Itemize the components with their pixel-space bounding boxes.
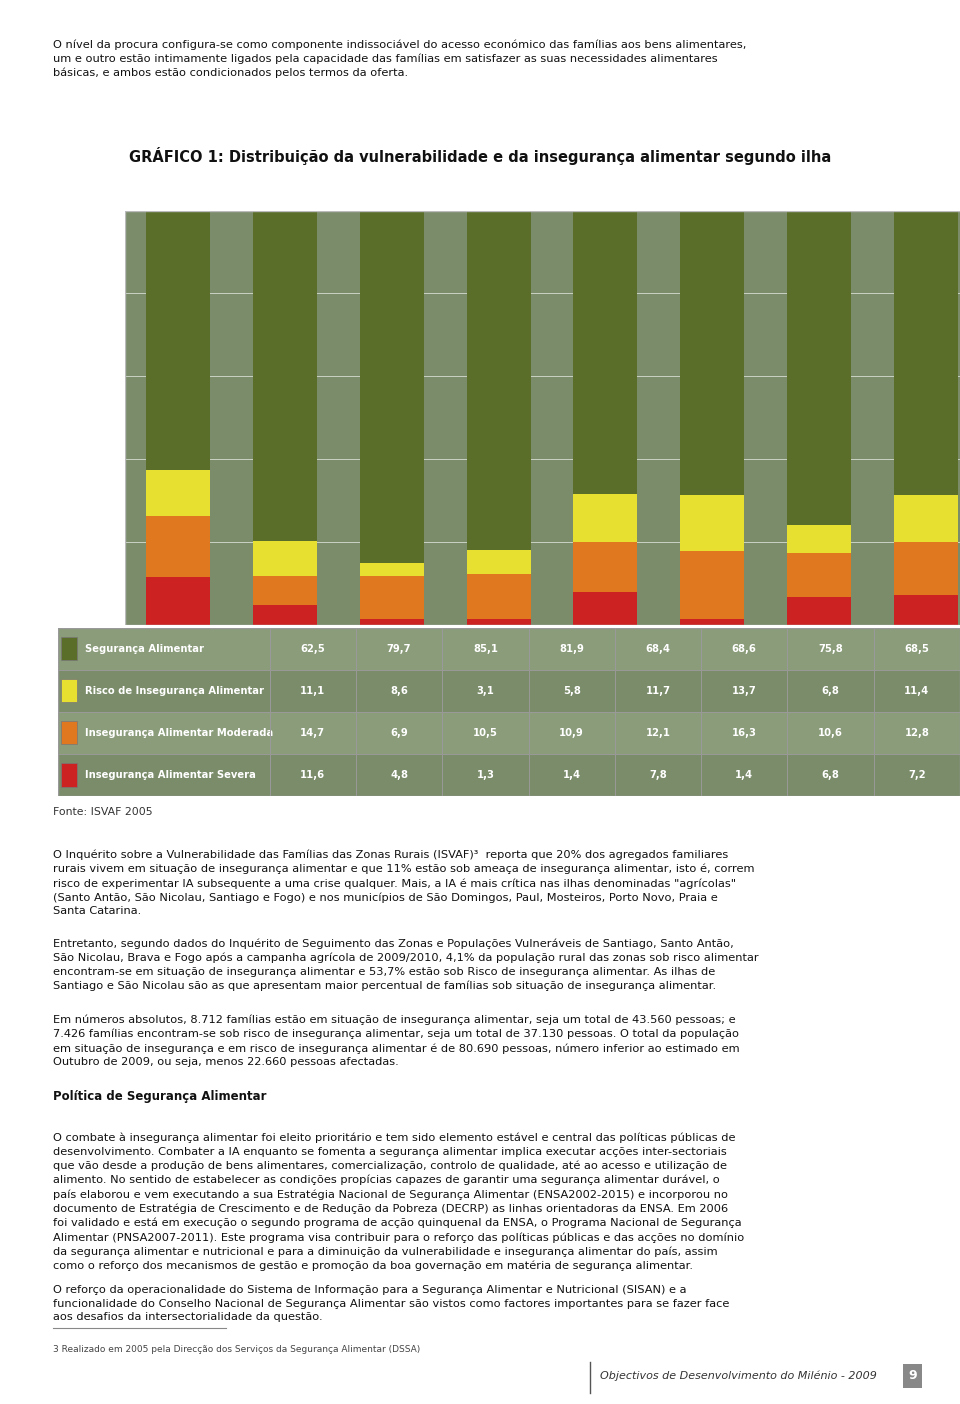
Text: Insegurança Alimentar Moderada: Insegurança Alimentar Moderada — [84, 727, 273, 739]
Text: 10,5: 10,5 — [473, 727, 498, 739]
Bar — [58, 754, 960, 796]
Bar — [787, 597, 852, 625]
Text: Insegurança Alimentar Severa: Insegurança Alimentar Severa — [84, 769, 255, 781]
Text: 14,7: 14,7 — [300, 727, 325, 739]
Text: O nível da procura configura-se como componente indissociável do acesso económic: O nível da procura configura-se como com… — [53, 39, 746, 79]
Text: 10,9: 10,9 — [560, 727, 584, 739]
Bar — [253, 211, 317, 541]
Text: 8,6: 8,6 — [390, 685, 408, 696]
Bar — [467, 211, 531, 550]
Text: 1,4: 1,4 — [563, 769, 581, 781]
Bar — [58, 670, 960, 712]
Text: 11,4: 11,4 — [904, 685, 929, 696]
Bar — [894, 542, 958, 595]
Text: 3 Realizado em 2005 pela Direcção dos Serviços da Segurança Alimentar (DSSA): 3 Realizado em 2005 pela Direcção dos Se… — [53, 1345, 420, 1353]
Bar — [681, 211, 744, 494]
Text: 68,4: 68,4 — [645, 643, 670, 654]
Text: 12,1: 12,1 — [645, 727, 670, 739]
Text: 9: 9 — [908, 1369, 917, 1383]
Text: 1,3: 1,3 — [476, 769, 494, 781]
Bar — [894, 211, 958, 494]
Text: 6,9: 6,9 — [390, 727, 408, 739]
Text: 85,1: 85,1 — [473, 643, 498, 654]
Text: 62,5: 62,5 — [300, 643, 325, 654]
Bar — [58, 712, 960, 754]
Bar — [360, 576, 423, 619]
Bar — [573, 211, 637, 494]
Bar — [894, 494, 958, 542]
Bar — [146, 515, 210, 577]
Bar — [467, 550, 531, 574]
Text: 7,2: 7,2 — [908, 769, 925, 781]
Bar — [467, 574, 531, 619]
Bar — [787, 553, 852, 597]
Bar — [58, 628, 960, 670]
Text: 11,1: 11,1 — [300, 685, 325, 696]
Text: 5,8: 5,8 — [563, 685, 581, 696]
Text: 16,3: 16,3 — [732, 727, 756, 739]
Text: 12,8: 12,8 — [904, 727, 929, 739]
Text: Risco de Insegurança Alimentar: Risco de Insegurança Alimentar — [84, 685, 264, 696]
Text: 1,4: 1,4 — [735, 769, 754, 781]
Text: 68,6: 68,6 — [732, 643, 756, 654]
Text: 79,7: 79,7 — [387, 643, 411, 654]
Text: Política de Segurança Alimentar: Política de Segurança Alimentar — [53, 1091, 266, 1104]
Text: 4,8: 4,8 — [390, 769, 408, 781]
Text: O Inquérito sobre a Vulnerabilidade das Famílias das Zonas Rurais (ISVAF)³  repo: O Inquérito sobre a Vulnerabilidade das … — [53, 849, 755, 917]
Bar — [253, 541, 317, 576]
Bar — [146, 470, 210, 515]
Bar — [573, 494, 637, 542]
Text: GRÁFICO 1: Distribuição da vulnerabilidade e da insegurança alimentar segundo il: GRÁFICO 1: Distribuição da vulnerabilida… — [129, 147, 831, 166]
Bar — [787, 211, 852, 525]
Text: 75,8: 75,8 — [818, 643, 843, 654]
Bar — [467, 619, 531, 625]
Text: Segurança Alimentar: Segurança Alimentar — [84, 643, 204, 654]
Bar — [146, 211, 210, 470]
Text: Objectivos de Desenvolvimento do Milénio - 2009: Objectivos de Desenvolvimento do Milénio… — [600, 1370, 876, 1382]
Text: 3,1: 3,1 — [476, 685, 494, 696]
Text: Fonte: ISVAF 2005: Fonte: ISVAF 2005 — [53, 807, 153, 817]
Bar — [253, 576, 317, 605]
Bar — [894, 595, 958, 625]
Bar — [61, 637, 78, 660]
Text: 10,6: 10,6 — [818, 727, 843, 739]
Bar — [146, 577, 210, 625]
Text: 11,6: 11,6 — [300, 769, 325, 781]
Bar — [681, 552, 744, 619]
Bar — [125, 211, 960, 625]
Bar — [360, 563, 423, 576]
Bar — [787, 525, 852, 553]
Text: O reforço da operacionalidade do Sistema de Informação para a Segurança Alimenta: O reforço da operacionalidade do Sistema… — [53, 1285, 730, 1323]
Text: 7,8: 7,8 — [649, 769, 667, 781]
Text: 13,7: 13,7 — [732, 685, 756, 696]
Bar — [61, 764, 78, 786]
Text: 68,5: 68,5 — [904, 643, 929, 654]
Bar — [360, 619, 423, 625]
Bar — [253, 605, 317, 625]
Bar — [681, 494, 744, 552]
Text: 6,8: 6,8 — [822, 685, 839, 696]
Bar — [61, 680, 78, 702]
Text: 81,9: 81,9 — [560, 643, 584, 654]
Bar — [61, 722, 78, 744]
Text: Entretanto, segundo dados do Inquérito de Seguimento das Zonas e Populações Vuln: Entretanto, segundo dados do Inquérito d… — [53, 938, 758, 991]
Text: 11,7: 11,7 — [645, 685, 670, 696]
Text: Em números absolutos, 8.712 famílias estão em situação de insegurança alimentar,: Em números absolutos, 8.712 famílias est… — [53, 1014, 739, 1067]
Bar — [573, 542, 637, 592]
Bar — [573, 592, 637, 625]
Text: 6,8: 6,8 — [822, 769, 839, 781]
Bar — [360, 211, 423, 563]
Bar — [681, 619, 744, 625]
Text: O combate à insegurança alimentar foi eleito prioritário e tem sido elemento est: O combate à insegurança alimentar foi el… — [53, 1133, 744, 1271]
